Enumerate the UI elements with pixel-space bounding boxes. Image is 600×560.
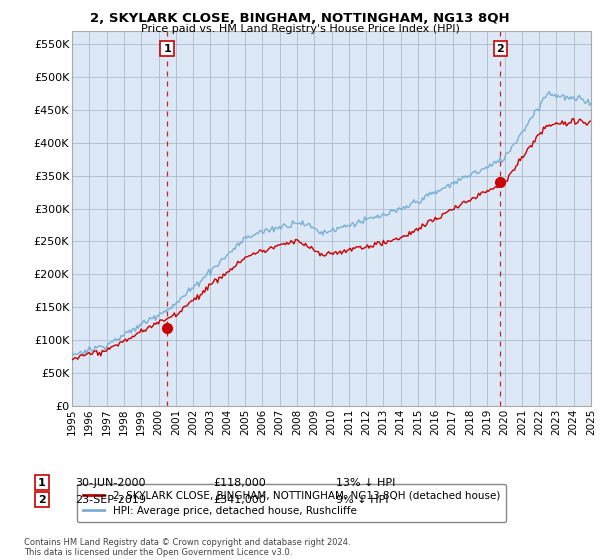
Legend: 2, SKYLARK CLOSE, BINGHAM, NOTTINGHAM, NG13 8QH (detached house), HPI: Average p: 2, SKYLARK CLOSE, BINGHAM, NOTTINGHAM, N…: [77, 484, 506, 522]
Text: Price paid vs. HM Land Registry's House Price Index (HPI): Price paid vs. HM Land Registry's House …: [140, 24, 460, 34]
Text: £341,000: £341,000: [213, 494, 266, 505]
Text: 30-JUN-2000: 30-JUN-2000: [75, 478, 146, 488]
Text: 2: 2: [496, 44, 504, 54]
Text: 2: 2: [38, 494, 46, 505]
Text: 23-SEP-2019: 23-SEP-2019: [75, 494, 146, 505]
Text: £118,000: £118,000: [213, 478, 266, 488]
Text: 1: 1: [163, 44, 171, 54]
Text: 9% ↓ HPI: 9% ↓ HPI: [336, 494, 389, 505]
Text: 13% ↓ HPI: 13% ↓ HPI: [336, 478, 395, 488]
Text: Contains HM Land Registry data © Crown copyright and database right 2024.
This d: Contains HM Land Registry data © Crown c…: [24, 538, 350, 557]
Text: 2, SKYLARK CLOSE, BINGHAM, NOTTINGHAM, NG13 8QH: 2, SKYLARK CLOSE, BINGHAM, NOTTINGHAM, N…: [90, 12, 510, 25]
Text: 1: 1: [38, 478, 46, 488]
